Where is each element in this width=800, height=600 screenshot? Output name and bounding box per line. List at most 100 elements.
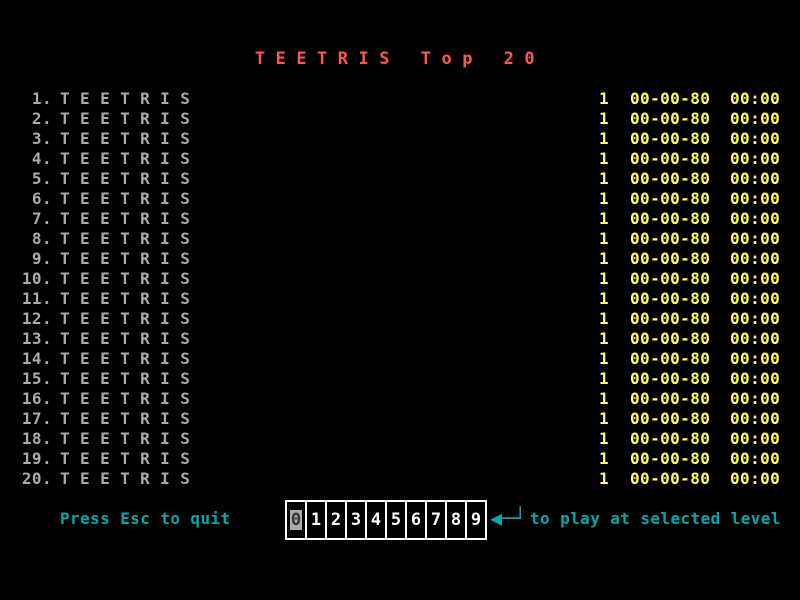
score-date: 00-00-80 [630,469,711,488]
score-row: 4. TEETRIS 1 00-00-80 00:00 [0,149,800,169]
score-time: 00:00 [730,229,781,248]
score-name: TEETRIS [60,429,201,448]
score-date: 00-00-80 [630,369,711,388]
score-row: 20. TEETRIS 1 00-00-80 00:00 [0,469,800,489]
level-5-button[interactable]: 5 [386,501,406,539]
score-row: 10. TEETRIS 1 00-00-80 00:00 [0,269,800,289]
level-6-button[interactable]: 6 [406,501,426,539]
score-time: 00:00 [730,169,781,188]
score-date: 00-00-80 [630,89,711,108]
score-name: TEETRIS [60,449,201,468]
score-date: 00-00-80 [630,169,711,188]
score-time: 00:00 [730,109,781,128]
score-row: 13. TEETRIS 1 00-00-80 00:00 [0,329,800,349]
score-row: 16. TEETRIS 1 00-00-80 00:00 [0,389,800,409]
quit-hint: Press Esc to quit [60,509,231,528]
score-row: 6. TEETRIS 1 00-00-80 00:00 [0,189,800,209]
score-name: TEETRIS [60,309,201,328]
score-name: TEETRIS [60,249,201,268]
score-date: 00-00-80 [630,109,711,128]
level-label: 4 [370,510,382,530]
score-rank: 1. [31,89,52,108]
score-time: 00:00 [730,249,781,268]
score-level: 1 [599,249,609,268]
score-time: 00:00 [730,329,781,348]
score-level: 1 [599,409,609,428]
score-time: 00:00 [730,469,781,488]
page-title: TEETRIS Top 20 [254,49,546,69]
score-level: 1 [599,449,609,468]
score-level: 1 [599,169,609,188]
level-label: 8 [450,510,462,530]
level-1-button[interactable]: 1 [306,501,326,539]
score-rank: 17. [21,409,52,428]
score-level: 1 [599,329,609,348]
score-time: 00:00 [730,409,781,428]
score-name: TEETRIS [60,369,201,388]
score-row: 12. TEETRIS 1 00-00-80 00:00 [0,309,800,329]
score-row: 8. TEETRIS 1 00-00-80 00:00 [0,229,800,249]
score-row: 3. TEETRIS 1 00-00-80 00:00 [0,129,800,149]
score-time: 00:00 [730,429,781,448]
score-time: 00:00 [730,209,781,228]
score-row: 11. TEETRIS 1 00-00-80 00:00 [0,289,800,309]
level-0-button[interactable]: 0 [286,501,306,539]
score-rank: 7. [31,209,52,228]
score-level: 1 [599,209,609,228]
score-rank: 13. [21,329,52,348]
score-name: TEETRIS [60,89,201,108]
score-rank: 3. [31,129,52,148]
score-row: 15. TEETRIS 1 00-00-80 00:00 [0,369,800,389]
enter-arrow-icon: ◀─┘ [490,506,527,530]
level-7-button[interactable]: 7 [426,501,446,539]
score-rank: 18. [21,429,52,448]
score-time: 00:00 [730,189,781,208]
level-label: 5 [390,510,402,530]
score-row: 1. TEETRIS 1 00-00-80 00:00 [0,89,800,109]
score-name: TEETRIS [60,269,201,288]
score-time: 00:00 [730,449,781,468]
score-rank: 11. [21,289,52,308]
score-row: 9. TEETRIS 1 00-00-80 00:00 [0,249,800,269]
score-time: 00:00 [730,149,781,168]
score-row: 14. TEETRIS 1 00-00-80 00:00 [0,349,800,369]
level-label: 9 [470,510,482,530]
score-rank: 12. [21,309,52,328]
score-name: TEETRIS [60,209,201,228]
score-time: 00:00 [730,309,781,328]
score-level: 1 [599,469,609,488]
score-level: 1 [599,349,609,368]
score-date: 00-00-80 [630,429,711,448]
score-date: 00-00-80 [630,149,711,168]
score-date: 00-00-80 [630,189,711,208]
score-level: 1 [599,229,609,248]
level-label: 0 [289,510,303,530]
score-time: 00:00 [730,289,781,308]
score-name: TEETRIS [60,129,201,148]
score-rank: 20. [21,469,52,488]
score-name: TEETRIS [60,109,201,128]
score-time: 00:00 [730,389,781,408]
score-time: 00:00 [730,89,781,108]
score-level: 1 [599,309,609,328]
score-date: 00-00-80 [630,209,711,228]
level-2-button[interactable]: 2 [326,501,346,539]
level-9-button[interactable]: 9 [466,501,486,539]
score-row: 19. TEETRIS 1 00-00-80 00:00 [0,449,800,469]
level-8-button[interactable]: 8 [446,501,466,539]
score-rank: 5. [31,169,52,188]
score-level: 1 [599,289,609,308]
level-label: 7 [430,510,442,530]
score-level: 1 [599,389,609,408]
level-4-button[interactable]: 4 [366,501,386,539]
level-3-button[interactable]: 3 [346,501,366,539]
score-name: TEETRIS [60,289,201,308]
score-row: 7. TEETRIS 1 00-00-80 00:00 [0,209,800,229]
score-row: 17. TEETRIS 1 00-00-80 00:00 [0,409,800,429]
score-time: 00:00 [730,269,781,288]
score-name: TEETRIS [60,469,201,488]
score-rank: 10. [21,269,52,288]
score-level: 1 [599,269,609,288]
score-date: 00-00-80 [630,449,711,468]
